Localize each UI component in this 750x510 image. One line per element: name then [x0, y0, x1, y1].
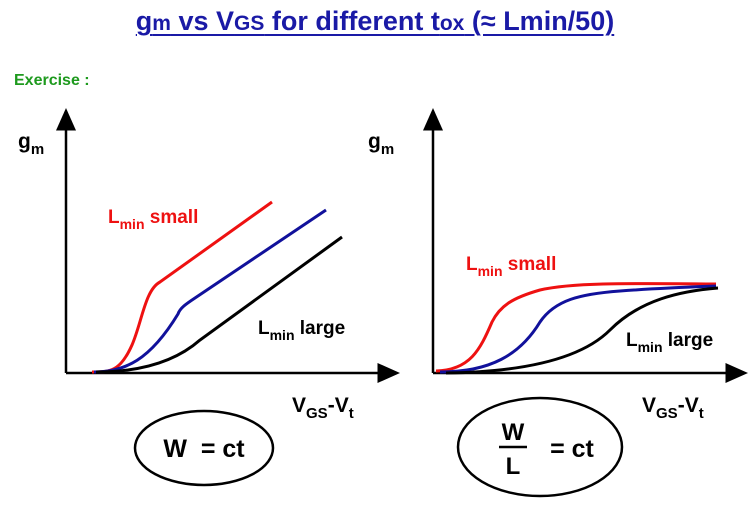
left-curve-lmin-mid	[93, 208, 327, 374]
right-curve-lmin-mid	[439, 284, 717, 374]
right-condition-numerator: W	[502, 419, 525, 446]
exercise-label: Exercise :	[14, 72, 90, 89]
right-curve-lmin-small	[435, 282, 717, 373]
left-x-axis-label: VGS-Vt	[292, 394, 354, 422]
right-curve-lmin-large	[445, 286, 719, 375]
left-curve-lmin-large	[95, 235, 343, 374]
right-label-lmin-large: Lmin large	[626, 330, 713, 355]
right-x-axis-label: VGS-Vt	[642, 394, 704, 422]
right-label-lmin-small: Lmin small	[466, 254, 556, 279]
page-title: gm vs VGS for different tox (≈ Lmin/50)	[135, 6, 615, 36]
left-label-lmin-small: Lmin small	[108, 207, 198, 232]
right-y-axis-label: gm	[368, 130, 394, 158]
left-y-axis-label: gm	[18, 130, 44, 158]
right-condition-denominator: L	[506, 453, 521, 480]
right-condition-ellipse	[456, 396, 624, 498]
left-plot: gm VGS-Vt Lmin small Lmin large W = ct	[18, 108, 400, 487]
right-condition-rhs: = ct	[550, 435, 594, 463]
left-condition-text: W = ct	[163, 435, 245, 463]
right-plot: gm VGS-Vt Lmin small Lmin large W L = ct	[368, 108, 748, 498]
left-label-lmin-large: Lmin large	[258, 318, 345, 343]
left-condition-ellipse	[133, 409, 275, 487]
